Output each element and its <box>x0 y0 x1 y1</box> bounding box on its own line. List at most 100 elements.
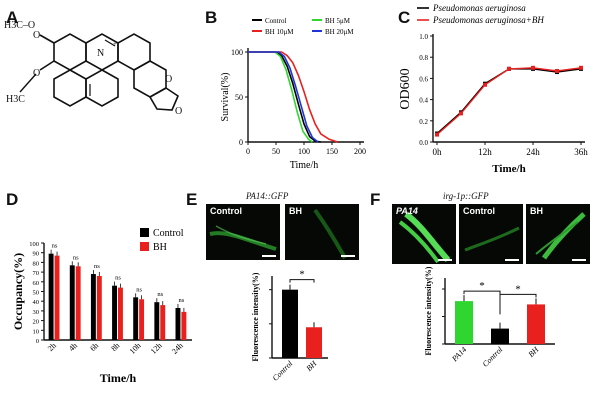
bar-red <box>181 311 187 340</box>
y-tick-label: 20 <box>33 319 40 326</box>
legend-label: BH <box>153 242 167 253</box>
x-tick-label: 4h <box>67 341 79 353</box>
panel-letter-c: C <box>398 8 411 27</box>
significance-bracket <box>289 279 315 283</box>
bar-black <box>69 265 75 340</box>
micrograph-label: PA14 <box>396 206 418 216</box>
x-tick-label: PA14 <box>449 345 468 364</box>
micrograph-label: BH <box>289 206 302 216</box>
bar-red <box>96 275 102 340</box>
svg-text:O: O <box>33 68 40 79</box>
series-line-red <box>248 51 338 143</box>
data-point <box>531 65 535 70</box>
series-line-black <box>436 68 582 135</box>
x-tick-label: 10h <box>128 341 143 356</box>
x-tick-label: BH <box>305 358 320 373</box>
data-point <box>435 132 439 137</box>
y-axis-title: OD600 <box>398 68 413 109</box>
chemical-structure: N + O O O O H3C–O H3C <box>4 20 182 117</box>
y-tick-label: 70 <box>33 270 40 277</box>
x-tick-label: 2h <box>46 341 58 353</box>
data-point <box>555 68 559 73</box>
y-tick-label: 40 <box>33 299 40 306</box>
x-tick-label: 150 <box>326 147 338 156</box>
y-tick-label: 0.6 <box>419 75 428 83</box>
bar-black <box>133 297 139 340</box>
legend-label: BH 20μM <box>325 28 354 36</box>
y-axis-title: Fluorescence intensity(%) <box>424 266 433 355</box>
y-tick-label: 100 <box>231 48 243 57</box>
bar-black <box>48 253 54 340</box>
x-tick-label: Control <box>481 345 505 369</box>
data-point <box>507 66 511 71</box>
x-tick-label: 36h <box>574 147 588 157</box>
bar-red <box>306 327 322 358</box>
chart-e-fluorescence: Control BH * Fluorescence intensity(%) <box>251 269 328 383</box>
significance-label: ns <box>94 263 100 270</box>
micrograph-f-pa14: PA14 <box>392 204 456 264</box>
y-tick-label: 0 <box>239 138 243 147</box>
bar-green <box>455 301 473 344</box>
y-tick-label: 60 <box>33 280 40 287</box>
significance-label: ns <box>115 275 121 282</box>
x-tick-label: Control <box>271 359 295 383</box>
y-tick-label: 0.4 <box>419 97 428 105</box>
significance-label: * <box>479 280 485 292</box>
bar-red <box>527 304 545 344</box>
y-tick-label: 0.0 <box>419 139 428 147</box>
panel-e-caption: PA14::GFP <box>246 191 289 201</box>
micrograph-e-bh: BH <box>285 204 359 260</box>
legend-label: Control <box>265 17 286 25</box>
chart-f-fluorescence: PA14 Control BH * * Fluorescence intensity(%) <box>424 266 555 369</box>
y-axis-title: Occupancy(%) <box>11 253 25 330</box>
data-point <box>579 65 583 70</box>
x-axis-title: Time/h <box>100 371 137 385</box>
significance-label: ns <box>136 286 142 293</box>
micrograph-e-control: Control <box>206 204 280 260</box>
series-line-black <box>248 51 321 143</box>
chart-b-survival: 0 50 100 0 50 100 150 200 Time/h Survival(%) Contr… <box>220 17 366 171</box>
panel-letter-d: D <box>6 190 19 209</box>
y-tick-label: 0 <box>36 338 39 345</box>
chart-d-occupancy: 0 10 20 30 40 50 60 70 80 90 100 ns 2h ns 4h ns 6h ns 8h ns… <box>11 228 192 385</box>
y-axis-title: Survival(%) <box>220 73 231 122</box>
scale-bar <box>438 259 452 261</box>
methyl-label-top: H3C–O <box>4 20 35 31</box>
micrograph-f-control: Control <box>459 204 523 264</box>
panel-letter-b: B <box>205 8 218 27</box>
micrograph-f-bh: BH <box>526 204 590 264</box>
series-line-red <box>436 67 582 136</box>
scale-bar <box>341 255 355 257</box>
y-tick-label: 80 <box>33 260 40 267</box>
x-tick-label: 24h <box>526 147 540 157</box>
y-tick-label: 90 <box>33 251 40 258</box>
legend-swatch <box>140 242 149 251</box>
bar-black <box>491 328 509 344</box>
chart-c-od600: 0.0 0.2 0.4 0.6 0.8 1.0 0h 12h 24h 36h Time/h OD600… <box>398 3 588 175</box>
micrograph-label: Control <box>210 206 242 216</box>
bar-black <box>175 307 181 340</box>
data-point <box>459 111 463 116</box>
micrograph-label: Control <box>463 206 495 216</box>
x-tick-label: BH <box>527 344 542 359</box>
svg-text:O: O <box>165 74 172 85</box>
svg-text:O: O <box>175 106 182 117</box>
scale-bar <box>505 259 519 261</box>
x-tick-label: 6h <box>88 341 100 353</box>
series-line-blue <box>248 51 319 143</box>
x-tick-label: 100 <box>298 147 310 156</box>
micrograph-label: BH <box>530 206 543 216</box>
significance-label: * <box>515 283 521 295</box>
y-tick-label: 50 <box>33 290 40 297</box>
significance-label: ns <box>73 254 79 261</box>
legend-label: Control <box>153 228 184 239</box>
y-axis-title: Fluorescence intensity(%) <box>251 272 260 361</box>
significance-label: ns <box>157 291 163 298</box>
svg-text:+: + <box>113 40 117 48</box>
legend-swatch <box>140 228 149 237</box>
significance-label: * <box>299 269 305 281</box>
bar-black <box>112 285 117 340</box>
legend-label: BH 10μM <box>265 28 294 36</box>
y-tick-label: 1.0 <box>419 33 428 41</box>
legend-label: BH 5μM <box>325 17 351 25</box>
